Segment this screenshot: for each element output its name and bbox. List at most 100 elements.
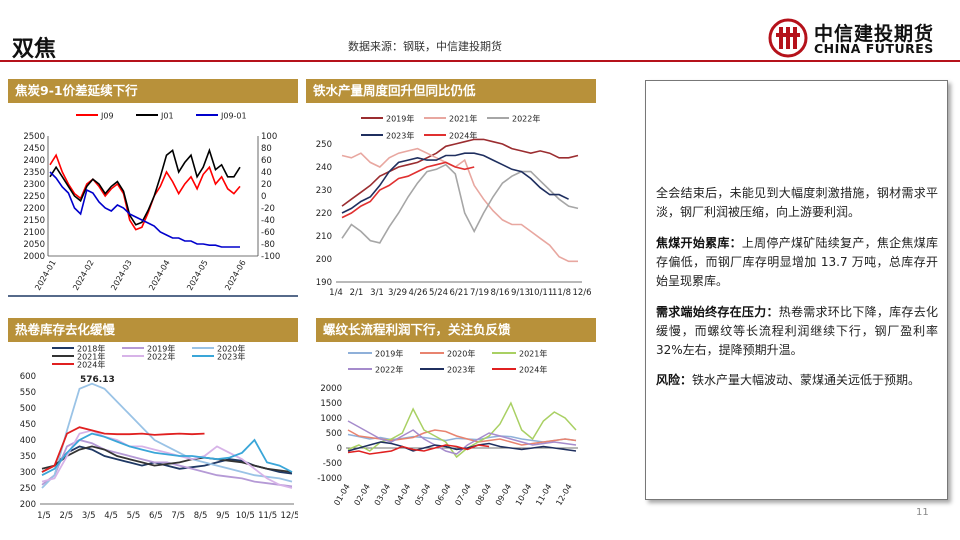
x-tick-label: 5/24	[429, 288, 448, 298]
peak-annotation: 576.13	[80, 375, 115, 385]
x-tick-label: 7/19	[470, 288, 489, 298]
header-divider	[0, 60, 960, 62]
commentary-text: 全会结束后，未能见到大幅度刺激措施，钢材需求平淡，钢厂利润被压缩，向上游要利润。	[656, 186, 938, 219]
legend-label: 2024年	[449, 131, 477, 141]
x-tick-label: 7/5	[171, 511, 185, 521]
x-tick-label: 6/21	[449, 288, 468, 298]
commentary-heading: 焦煤开始累库：	[656, 236, 742, 250]
series-line-J09-01	[49, 171, 240, 248]
legend-label: 2020年	[217, 344, 245, 354]
y-tick-label-right: -100	[261, 252, 280, 262]
series-line-2023年	[41, 432, 293, 477]
y-tick-label: 0	[337, 444, 342, 454]
x-tick-label: 9/13	[511, 288, 530, 298]
y-tick-label-left: 2100	[23, 228, 45, 238]
y-tick-label-left: 2300	[23, 180, 45, 190]
y-tick-label-left: 2250	[23, 192, 45, 202]
chart-coke-spread: J09 J01 J09-01 2500 2450 2400 2350 2300 2250 2200…	[8, 104, 298, 298]
commentary-heading: 风险：	[656, 373, 693, 387]
series-line-2022年	[341, 163, 579, 244]
x-tick-label: 2/1	[350, 288, 364, 298]
legend-label: 2022年	[147, 352, 175, 362]
x-tick-label: 10-04	[514, 483, 533, 508]
commentary-text: 热卷需求环比下降，库存去化缓慢，而螺纹等长流程利润继续下行，钢厂盈利率32%左右…	[656, 305, 938, 357]
series-line-2019年	[341, 138, 579, 207]
y-tick-label-right: -80	[261, 240, 275, 250]
y-tick-label-left: 2450	[23, 144, 45, 154]
y-tick-label-left: 2000	[23, 252, 45, 262]
commentary-paragraph-2: 焦煤开始累库：上周停产煤矿陆续复产，焦企焦煤库存偏低，而钢厂库存明显增加 13.…	[656, 234, 938, 291]
legend-label: 2018年	[77, 344, 105, 354]
logo-text-cn: 中信建投期货	[814, 23, 935, 45]
x-tick-label: 12/6	[572, 288, 591, 298]
y-tick-label-left: 2400	[23, 156, 45, 166]
series-line-2019年	[347, 433, 577, 443]
y-tick-label: 550	[20, 388, 36, 398]
legend-label: J01	[160, 112, 174, 121]
x-tick-label: 11/8	[552, 288, 571, 298]
x-tick-label: 05-04	[413, 483, 432, 508]
series-line-2020年	[41, 382, 293, 489]
legend-label: 2023年	[217, 352, 245, 362]
x-tick-label: 4/26	[408, 288, 427, 298]
x-tick-label: 04-04	[393, 483, 412, 508]
y-tick-label: 1000	[320, 414, 342, 424]
commentary-text: 上周停产煤矿陆续复产，焦企焦煤库存偏低，而钢厂库存明显增加 13.7 万吨，总库…	[656, 236, 938, 288]
x-tick-label: 9/5	[216, 511, 230, 521]
y-tick-label-right: -40	[261, 216, 275, 226]
logo-text-en: CHINA FUTURES	[814, 41, 934, 56]
y-tick-label: 400	[20, 436, 36, 446]
x-tick-label: 5/5	[127, 511, 141, 521]
commentary-box: 全会结束后，未能见到大幅度刺激措施，钢材需求平淡，钢厂利润被压缩，向上游要利润。…	[645, 80, 948, 500]
y-tick-label: 2000	[320, 384, 342, 394]
series-line-2024年	[347, 444, 490, 455]
series-line-2021年	[341, 147, 578, 263]
y-tick-label-right: -20	[261, 204, 275, 214]
y-tick-label-left: 2050	[23, 240, 45, 250]
y-tick-label: 500	[20, 404, 36, 414]
legend-label: J09-01	[220, 112, 247, 121]
y-tick-label: 350	[20, 452, 36, 462]
y-tick-label: -500	[323, 459, 342, 469]
legend-label: 2019年	[147, 344, 175, 354]
x-tick-label: 06-04	[433, 483, 452, 508]
series-line-J09	[49, 153, 241, 231]
data-source-note: 数据来源：钢联，中信建投期货	[348, 40, 502, 53]
x-tick-label: 3/5	[82, 511, 96, 521]
legend-label: 2019年	[386, 114, 414, 124]
legend-label: 2021年	[519, 349, 547, 359]
x-tick-label: 2024-04	[147, 259, 172, 292]
page-number: 11	[916, 507, 929, 518]
y-tick-label: 200	[20, 500, 36, 510]
panel-title-hrc-inventory: 热卷库存去化缓慢	[8, 318, 298, 342]
y-tick-label-right: 80	[261, 144, 272, 154]
y-tick-label-left: 2150	[23, 216, 45, 226]
y-tick-label: 250	[316, 140, 332, 150]
x-tick-label: 02-04	[352, 483, 371, 508]
x-tick-label: 03-04	[373, 483, 392, 508]
x-tick-label: 01-04	[332, 483, 351, 508]
citic-logo-icon	[768, 18, 808, 58]
series-line-2019年	[41, 439, 293, 488]
series-line-2024年	[341, 161, 475, 219]
commentary-text: 铁水产量大幅波动、蒙煤通关远低于预期。	[692, 373, 921, 387]
x-tick-label: 4/5	[104, 511, 118, 521]
x-tick-label: 2024-01	[33, 259, 58, 292]
chart-hot-metal: 2019年 2021年 2022年 2023年 2024年 250 240 230 220 210…	[306, 104, 596, 302]
x-tick-label: 10/11	[529, 288, 554, 298]
legend-label: J09	[100, 112, 114, 121]
x-tick-label: 2/5	[60, 511, 74, 521]
legend-label: 2024年	[519, 365, 547, 375]
x-tick-label: 2024-02	[71, 259, 96, 292]
y-tick-label-right: -60	[261, 228, 275, 238]
series-line-2023年	[341, 152, 569, 214]
page-title: 双焦	[12, 37, 57, 62]
commentary-paragraph-1: 全会结束后，未能见到大幅度刺激措施，钢材需求平淡，钢厂利润被压缩，向上游要利润。	[656, 184, 938, 222]
commentary-paragraph-4: 风险：铁水产量大幅波动、蒙煤通关远低于预期。	[656, 371, 938, 390]
y-tick-label: -1000	[317, 474, 342, 484]
commentary-heading: 需求端始终存在压力：	[656, 305, 779, 319]
commentary-paragraph-3: 需求端始终存在压力：热卷需求环比下降，库存去化缓慢，而螺纹等长流程利润继续下行，…	[656, 303, 938, 360]
panel-title-rebar-profit: 螺纹长流程利润下行，关注负反馈	[316, 318, 596, 342]
legend-label: 2022年	[375, 365, 403, 375]
y-tick-label: 250	[20, 484, 36, 494]
